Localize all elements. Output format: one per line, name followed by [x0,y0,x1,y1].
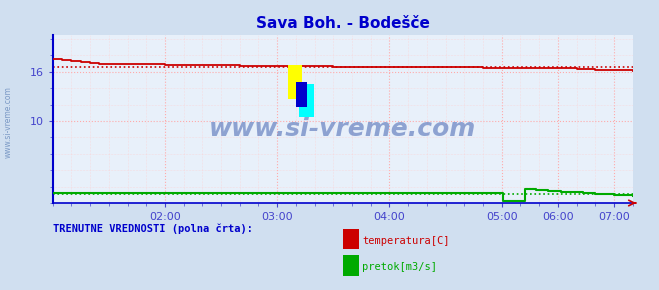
Text: pretok[m3/s]: pretok[m3/s] [362,262,438,272]
FancyBboxPatch shape [297,82,306,107]
Text: www.si-vreme.com: www.si-vreme.com [3,86,13,158]
FancyBboxPatch shape [287,65,302,99]
FancyBboxPatch shape [299,84,314,117]
Title: Sava Boh. - Bodešče: Sava Boh. - Bodešče [256,16,430,31]
Text: www.si-vreme.com: www.si-vreme.com [209,117,476,141]
Text: TRENUTNE VREDNOSTI (polna črta):: TRENUTNE VREDNOSTI (polna črta): [53,224,252,234]
Text: temperatura[C]: temperatura[C] [362,236,450,246]
